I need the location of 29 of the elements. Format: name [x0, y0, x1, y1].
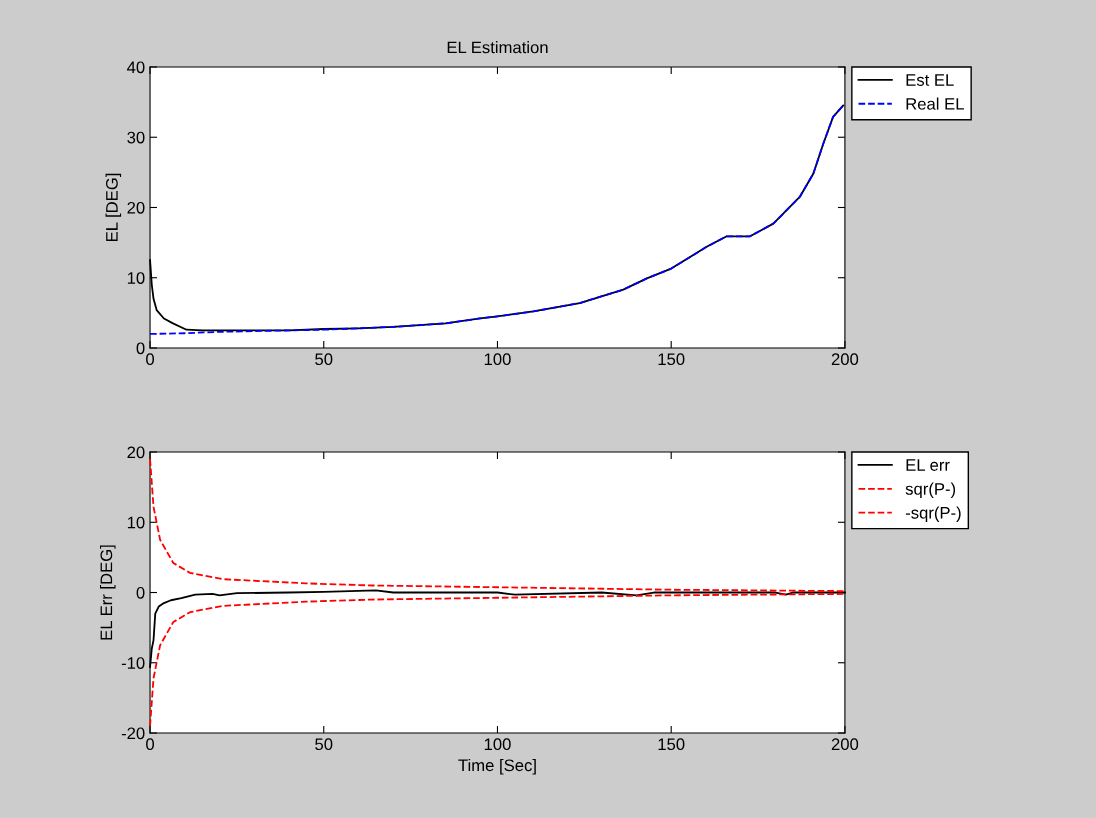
x-axis-title: Time [Sec]: [458, 758, 536, 775]
y-tick-label: -20: [121, 727, 145, 740]
x-tick-label: 50: [315, 353, 333, 366]
y-axis-title: EL [DEG]: [105, 173, 122, 241]
x-tick-label: 150: [658, 738, 685, 751]
x-tick-label: 100: [484, 738, 511, 751]
x-tick-label: 100: [484, 353, 511, 366]
y-tick-label: 0: [136, 342, 145, 355]
y-tick-label: 20: [127, 446, 145, 459]
y-tick-label: -10: [121, 657, 145, 669]
y-tick-label: 0: [136, 586, 145, 599]
y-axis-title: EL Err [DEG]: [100, 545, 116, 640]
y-tick-label: 30: [127, 131, 145, 144]
y-tick-label: 10: [127, 272, 145, 284]
x-tick-label: 0: [146, 353, 155, 366]
x-tick-label: 50: [315, 738, 333, 751]
x-tick-label: 200: [831, 738, 859, 751]
x-tick-label: 150: [658, 353, 685, 366]
chart-title: EL Estimation: [447, 41, 548, 54]
x-tick-label: 0: [146, 738, 155, 751]
y-tick-label: 20: [127, 201, 145, 214]
legend-label: sqr(P-): [905, 482, 956, 499]
legend-label: EL err: [906, 459, 950, 471]
legend-label: Real EL: [906, 97, 964, 110]
legend-label: -sqr(P-): [905, 506, 961, 522]
x-tick-label: 200: [831, 353, 859, 366]
y-tick-label: 10: [127, 516, 145, 529]
legend-label: Est EL: [906, 74, 954, 86]
y-tick-label: 40: [127, 61, 145, 74]
